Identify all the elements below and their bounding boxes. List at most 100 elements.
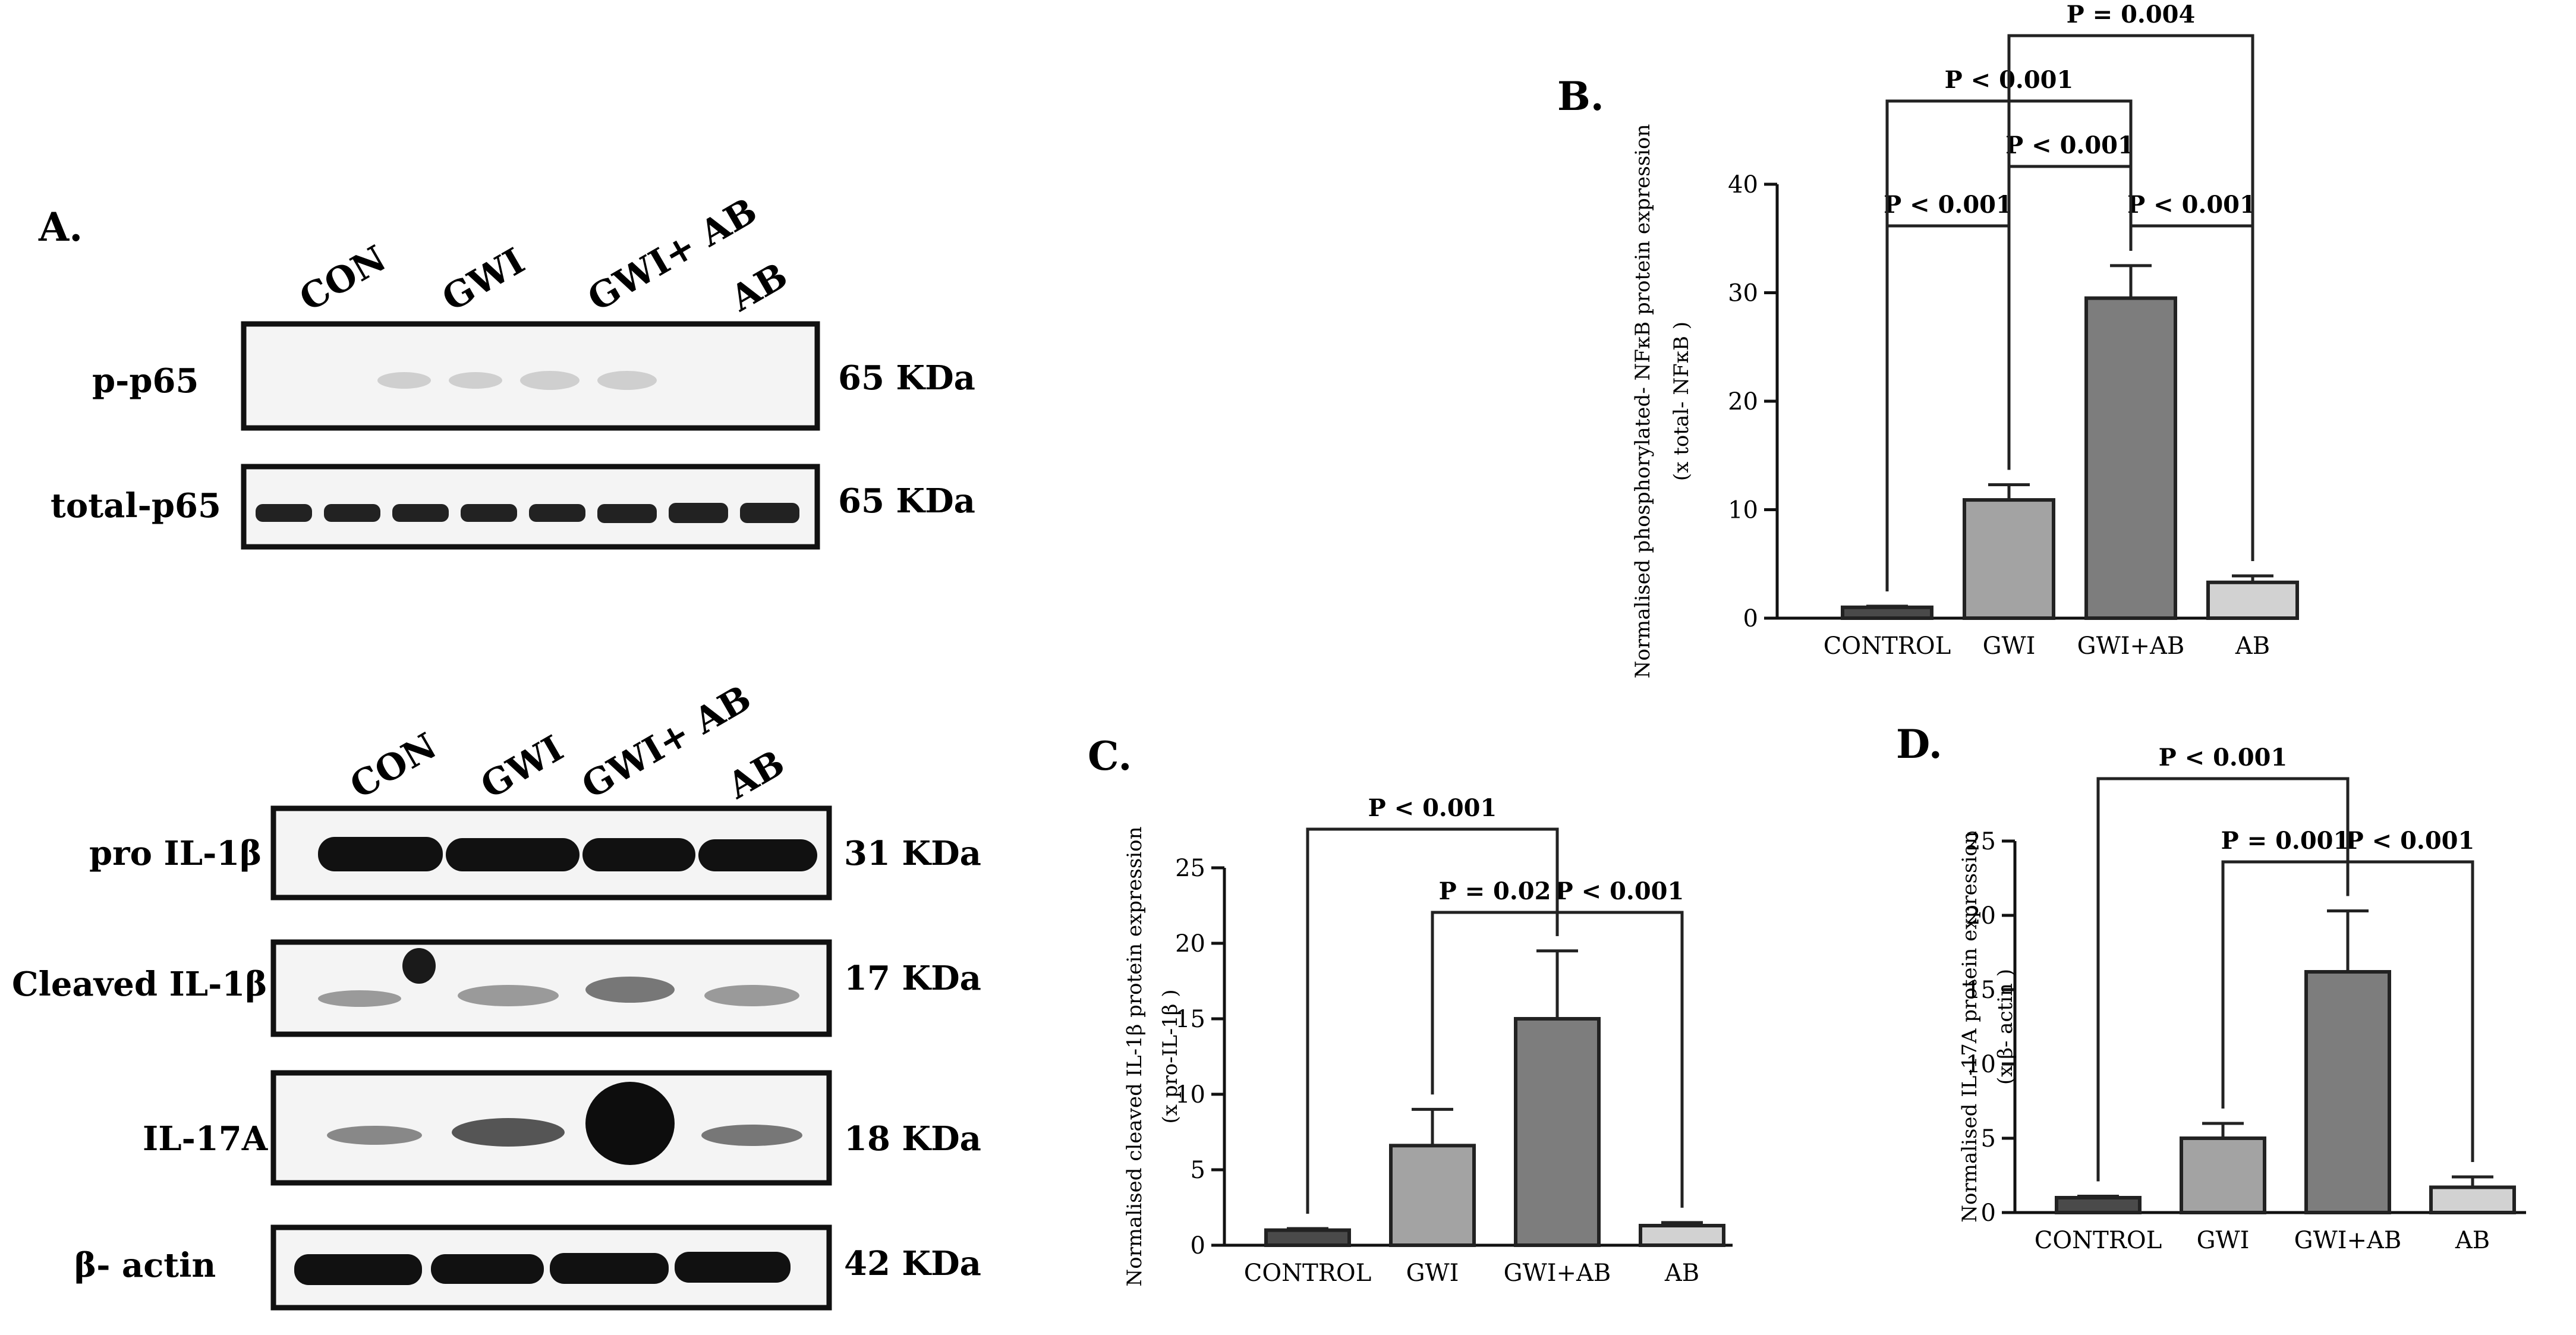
category-label: AB	[2235, 632, 2270, 660]
bar-gwi-ab	[2084, 296, 2177, 620]
blot-pro-il1b: pro IL-1β 31 KDa	[89, 805, 981, 901]
category-label: GWI+AB	[2077, 632, 2185, 660]
chart-panel-b: B. 0 10 20 30 40 Normalised phosphorylated- NF…	[1557, 1, 2299, 679]
bar-gwi	[2180, 1136, 2266, 1214]
blot-size: 17 KDa	[844, 959, 981, 998]
p-value-label: P = 0.001	[2221, 827, 2350, 855]
blot-size: 42 KDa	[844, 1244, 981, 1283]
blot-label: total-p65	[51, 486, 221, 525]
blot-bands	[294, 1252, 791, 1285]
y-tick-label: 20	[1175, 930, 1205, 958]
p-value-label: P < 0.001	[1555, 877, 1684, 905]
bar-ab	[1639, 1223, 1725, 1247]
p-value-label: P < 0.001	[2127, 191, 2256, 219]
category-label: AB	[1664, 1260, 1699, 1287]
blot-label: IL-17A	[143, 1119, 269, 1158]
panel-letter: D.	[1896, 721, 1942, 767]
blot-bands	[318, 948, 799, 1007]
y-tick-label: 0	[1743, 605, 1758, 632]
panel-letter: B.	[1557, 73, 1604, 119]
bar-gwi	[1389, 1144, 1476, 1247]
bar-ab	[2429, 1185, 2516, 1214]
category-label: AB	[2455, 1227, 2490, 1254]
bottom-lane-labels: CON GWI GWI+ AB AB	[344, 678, 792, 808]
top-lane-labels: CON GWI GWI+ AB AB	[293, 190, 795, 320]
blot-frame	[270, 939, 832, 1037]
panel-letter: C.	[1088, 733, 1132, 779]
y-axis-label: Normalised phosphorylated- NFκB protein …	[1631, 124, 1655, 679]
y-tick-label: 15	[1966, 977, 1996, 1004]
lane-label-gwi: GWI	[474, 728, 571, 807]
blot-bands	[327, 1082, 802, 1165]
bar-gwi	[1963, 498, 2055, 621]
blot-label: Cleaved IL-1β	[12, 965, 267, 1004]
y-axis-label: Normalised IL-17A protein expression	[1958, 831, 1982, 1222]
blot-bands	[256, 503, 799, 523]
y-tick-label: 30	[1728, 280, 1758, 307]
category-label: CONTROL	[1824, 632, 1951, 660]
p-value-label: P = 0.004	[2067, 1, 2196, 29]
blot-total-p65: total-p65 65 KDa	[51, 464, 975, 550]
blot-size: 65 KDa	[838, 358, 975, 398]
y-tick-label: 40	[1728, 171, 1758, 199]
category-label: GWI+AB	[2294, 1227, 2402, 1254]
chart-panel-c: C. 0 5 10 15 20 25 Normalised cleaved IL-1β pro…	[1088, 733, 1733, 1287]
y-tick-label: 20	[1966, 902, 1996, 930]
category-label: GWI	[1406, 1260, 1459, 1287]
y-tick-label: 25	[1175, 855, 1205, 882]
lane-label-con: CON	[293, 238, 393, 320]
blot-label: β- actin	[74, 1246, 216, 1285]
blot-size: 65 KDa	[838, 481, 975, 521]
lane-label-con: CON	[344, 725, 444, 807]
y-tick-label: 5	[1981, 1125, 1996, 1153]
significance-bracket	[2007, 34, 2254, 561]
y-tick-label: 0	[1981, 1199, 1996, 1227]
blot-size: 18 KDa	[844, 1119, 981, 1158]
category-label: GWI+AB	[1504, 1260, 1611, 1287]
p-value-label: P < 0.001	[2159, 744, 2288, 772]
y-tick-label: 10	[1966, 1051, 1996, 1078]
category-label: GWI	[1983, 632, 2036, 660]
p-value-label: P < 0.001	[1884, 191, 2013, 219]
lane-label-ab: AB	[723, 255, 795, 320]
significance-bracket	[1306, 827, 1559, 1214]
blot-p-p65: p-p65 65 KDa	[92, 321, 975, 431]
blot-il17a: IL-17A 18 KDa	[143, 1070, 981, 1186]
lane-label-ab: AB	[720, 742, 792, 808]
p-value-label: P < 0.001	[1368, 794, 1497, 822]
bar-gwi-ab	[1514, 1017, 1601, 1247]
y-tick-label: 15	[1175, 1006, 1205, 1033]
y-axis-label-units: (x total- NFκB )	[1670, 322, 1693, 481]
blot-beta-actin: β- actin 42 KDa	[74, 1224, 981, 1311]
y-tick-label: 20	[1728, 388, 1758, 415]
bar-gwi-ab	[2304, 970, 2391, 1214]
category-label: CONTROL	[2035, 1227, 2162, 1254]
blot-label: p-p65	[92, 361, 199, 401]
bar-control	[1264, 1228, 1351, 1248]
blot-size: 31 KDa	[844, 834, 981, 873]
y-tick-label: 10	[1728, 497, 1758, 524]
panel-a-letter: A.	[38, 204, 83, 250]
y-axis-label-units: (x β- actin )	[1994, 969, 2017, 1085]
category-label: CONTROL	[1244, 1260, 1372, 1287]
p-value-label: P < 0.001	[2346, 827, 2475, 855]
p-value-label: P = 0.02	[1439, 877, 1551, 905]
blot-cleaved-il1b: Cleaved IL-1β 17 KDa	[12, 939, 981, 1037]
blot-bands	[377, 371, 657, 390]
bar-control	[2055, 1196, 2142, 1214]
y-axis-label-units: (x pro-IL-1β )	[1158, 989, 1182, 1123]
blot-bands	[318, 837, 817, 871]
blot-label: pro IL-1β	[89, 834, 262, 873]
y-axis-label: Normalised cleaved IL-1β protein express…	[1123, 826, 1147, 1286]
y-tick-label: 25	[1966, 828, 1996, 855]
y-tick-label: 10	[1175, 1081, 1205, 1109]
y-tick-label: 0	[1191, 1232, 1205, 1260]
category-label: GWI	[2197, 1227, 2250, 1254]
bar-control	[1841, 605, 1933, 620]
panel-a: A. CON GWI GWI+ AB AB p-p65 65 KDa total…	[12, 190, 981, 1311]
y-tick-label: 5	[1191, 1157, 1205, 1184]
significance-bracket	[2096, 777, 2350, 1182]
bar-ab	[2206, 580, 2299, 621]
